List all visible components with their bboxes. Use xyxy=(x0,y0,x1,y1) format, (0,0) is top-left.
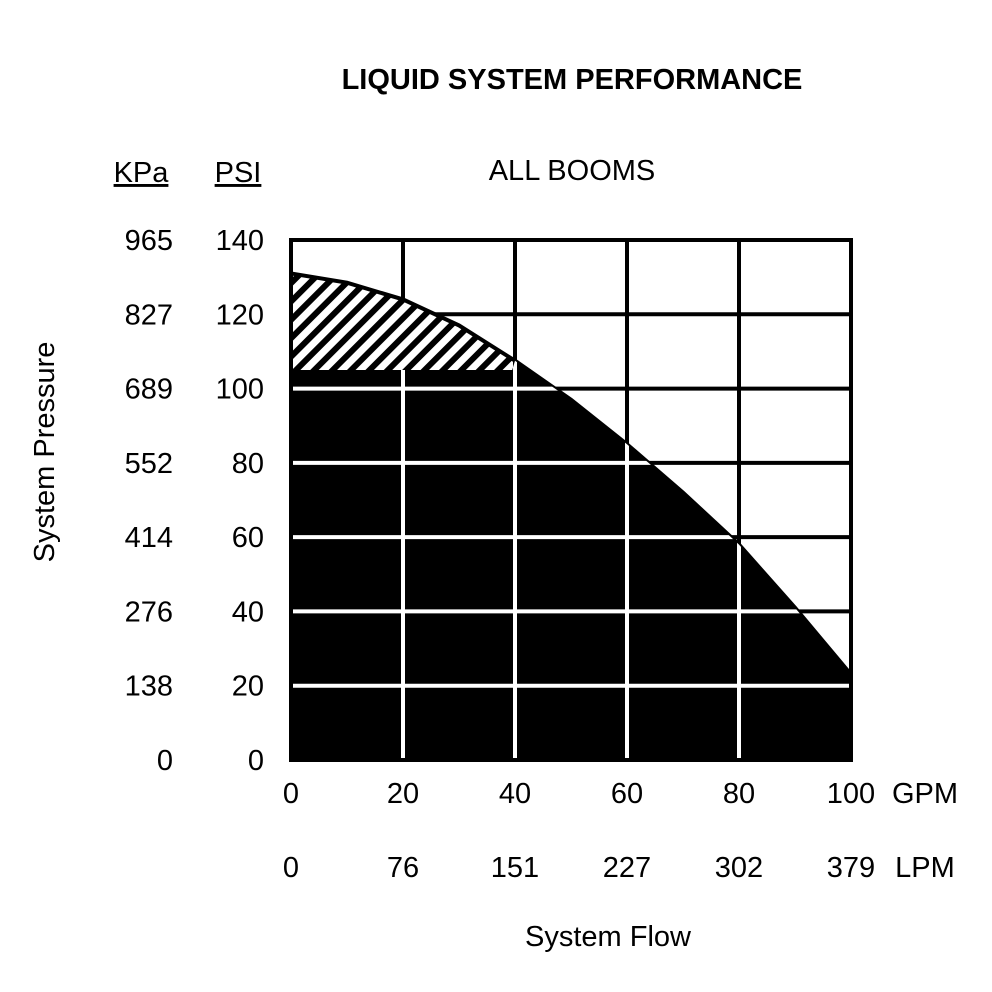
y-tick-label-kpa: 276 xyxy=(125,596,173,628)
y-tick-label-psi: 140 xyxy=(216,225,264,257)
x-tick-label-gpm: 60 xyxy=(611,778,643,810)
tick-labels: 0020138402766041480552100689120827140965… xyxy=(125,225,876,884)
y-tick-label-psi: 60 xyxy=(232,522,264,554)
y-tick-label-psi: 100 xyxy=(216,374,264,406)
x-tick-label-lpm: 76 xyxy=(387,852,419,884)
x-tick-label-lpm: 151 xyxy=(491,852,539,884)
y-tick-label-kpa: 0 xyxy=(157,745,173,777)
y-tick-label-psi: 20 xyxy=(232,671,264,703)
x-tick-label-lpm: 379 xyxy=(827,852,875,884)
x-axis-label: System Flow xyxy=(525,921,692,953)
plot-area xyxy=(289,238,853,762)
capacity-curve xyxy=(290,271,853,676)
x-unit-gpm-label: GPM xyxy=(892,778,958,810)
x-tick-label-gpm: 20 xyxy=(387,778,419,810)
y-tick-label-psi: 80 xyxy=(232,448,264,480)
x-tick-label-lpm: 227 xyxy=(603,852,651,884)
x-tick-label-gpm: 100 xyxy=(827,778,875,810)
y-tick-label-kpa: 827 xyxy=(125,299,173,331)
x-unit-lpm-label: LPM xyxy=(895,852,955,884)
y-tick-label-kpa: 414 xyxy=(125,522,173,554)
x-tick-label-lpm: 0 xyxy=(283,852,299,884)
x-tick-label-gpm: 0 xyxy=(283,778,299,810)
kpa-unit-header: KPa xyxy=(114,157,170,189)
y-tick-label-kpa: 689 xyxy=(125,374,173,406)
chart-title: LIQUID SYSTEM PERFORMANCE xyxy=(342,64,803,96)
performance-area xyxy=(291,360,851,760)
hatched-pressure-region xyxy=(291,273,513,370)
y-tick-label-psi: 40 xyxy=(232,596,264,628)
plot-border xyxy=(289,238,853,762)
y-tick-label-kpa: 138 xyxy=(125,671,173,703)
y-tick-label-psi: 0 xyxy=(248,745,264,777)
psi-unit-header: PSI xyxy=(215,157,262,189)
chart-subtitle: ALL BOOMS xyxy=(489,155,656,187)
x-tick-label-gpm: 40 xyxy=(499,778,531,810)
y-tick-label-psi: 120 xyxy=(216,299,264,331)
x-tick-label-gpm: 80 xyxy=(723,778,755,810)
y-axis-label: System Pressure xyxy=(29,342,61,563)
y-tick-label-kpa: 552 xyxy=(125,448,173,480)
x-tick-label-lpm: 302 xyxy=(715,852,763,884)
y-tick-label-kpa: 965 xyxy=(125,225,173,257)
